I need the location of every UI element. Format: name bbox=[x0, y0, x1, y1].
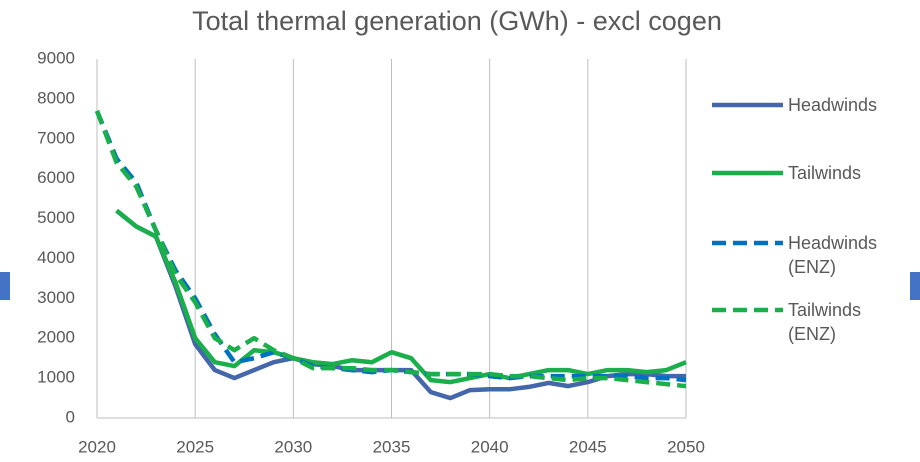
x-tick-label: 2035 bbox=[373, 437, 411, 456]
x-tick-label: 2040 bbox=[471, 437, 509, 456]
x-tick-label: 2045 bbox=[569, 437, 607, 456]
y-tick-label: 8000 bbox=[37, 88, 75, 107]
legend-label: Tailwinds bbox=[788, 163, 862, 183]
x-tick-label: 2050 bbox=[667, 437, 705, 456]
y-tick-label: 2000 bbox=[37, 328, 75, 347]
x-tick-label: 2030 bbox=[274, 437, 312, 456]
y-tick-label: 9000 bbox=[37, 48, 75, 67]
y-tick-label: 7000 bbox=[37, 128, 75, 147]
y-tick-label: 1000 bbox=[37, 368, 75, 387]
legend-label: Tailwinds (ENZ) bbox=[788, 300, 862, 344]
series-line bbox=[94, 110, 687, 389]
slide-accent bbox=[0, 272, 10, 300]
y-tick-label: 4000 bbox=[37, 248, 75, 267]
series-line bbox=[115, 208, 687, 385]
chart-title: Total thermal generation (GWh) - excl co… bbox=[192, 6, 722, 36]
y-tick-label: 6000 bbox=[37, 168, 75, 187]
y-tick-label: 3000 bbox=[37, 288, 75, 307]
y-tick-label: 0 bbox=[66, 407, 75, 426]
x-tick-label: 2025 bbox=[176, 437, 214, 456]
legend-label: Headwinds bbox=[788, 95, 878, 115]
y-tick-label: 5000 bbox=[37, 208, 75, 227]
x-tick-label: 2020 bbox=[78, 437, 116, 456]
series-line bbox=[115, 208, 686, 401]
legend-label: Headwinds (ENZ) bbox=[788, 233, 878, 277]
slide-accent bbox=[910, 272, 920, 300]
